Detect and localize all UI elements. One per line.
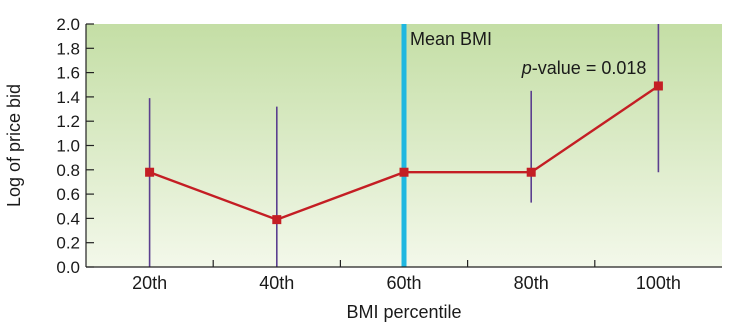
y-tick-label: 1.8 — [56, 39, 80, 58]
series-markers — [145, 81, 663, 225]
y-tick-label: 0.6 — [56, 185, 80, 204]
x-axis-title: BMI percentile — [346, 302, 461, 322]
y-tick-label: 0.4 — [56, 209, 80, 228]
y-tick-label: 1.0 — [56, 137, 80, 156]
y-axis: 0.0 0.2 0.4 0.6 0.8 1.0 1.2 1.4 1.6 1.8 2.0 — [56, 15, 94, 277]
y-tick-label: 1.4 — [56, 88, 80, 107]
x-tick-label: 40th — [259, 273, 294, 293]
y-tick-label: 0.8 — [56, 161, 80, 180]
x-axis: 20th 40th 60th 80th 100th — [86, 260, 722, 293]
data-point — [526, 167, 536, 177]
y-tick-label: 2.0 — [56, 15, 80, 34]
p-value-italic: p — [521, 58, 532, 78]
x-tick-label: 20th — [132, 273, 167, 293]
p-value-annotation: p-value = 0.018 — [521, 58, 647, 78]
data-point — [145, 167, 155, 177]
data-point — [272, 215, 282, 225]
y-tick-label: 0.2 — [56, 234, 80, 253]
x-tick-label: 80th — [514, 273, 549, 293]
data-point — [653, 81, 663, 91]
x-tick-label: 60th — [386, 273, 421, 293]
y-tick-label: 1.2 — [56, 112, 80, 131]
mean-bmi-label: Mean BMI — [410, 29, 492, 49]
p-value-text: -value = 0.018 — [532, 58, 647, 78]
y-axis-title: Log of price bid — [4, 84, 24, 207]
y-tick-label: 0.0 — [56, 258, 80, 277]
x-tick-label: 100th — [636, 273, 681, 293]
data-point — [399, 167, 409, 177]
y-tick-label: 1.6 — [56, 64, 80, 83]
